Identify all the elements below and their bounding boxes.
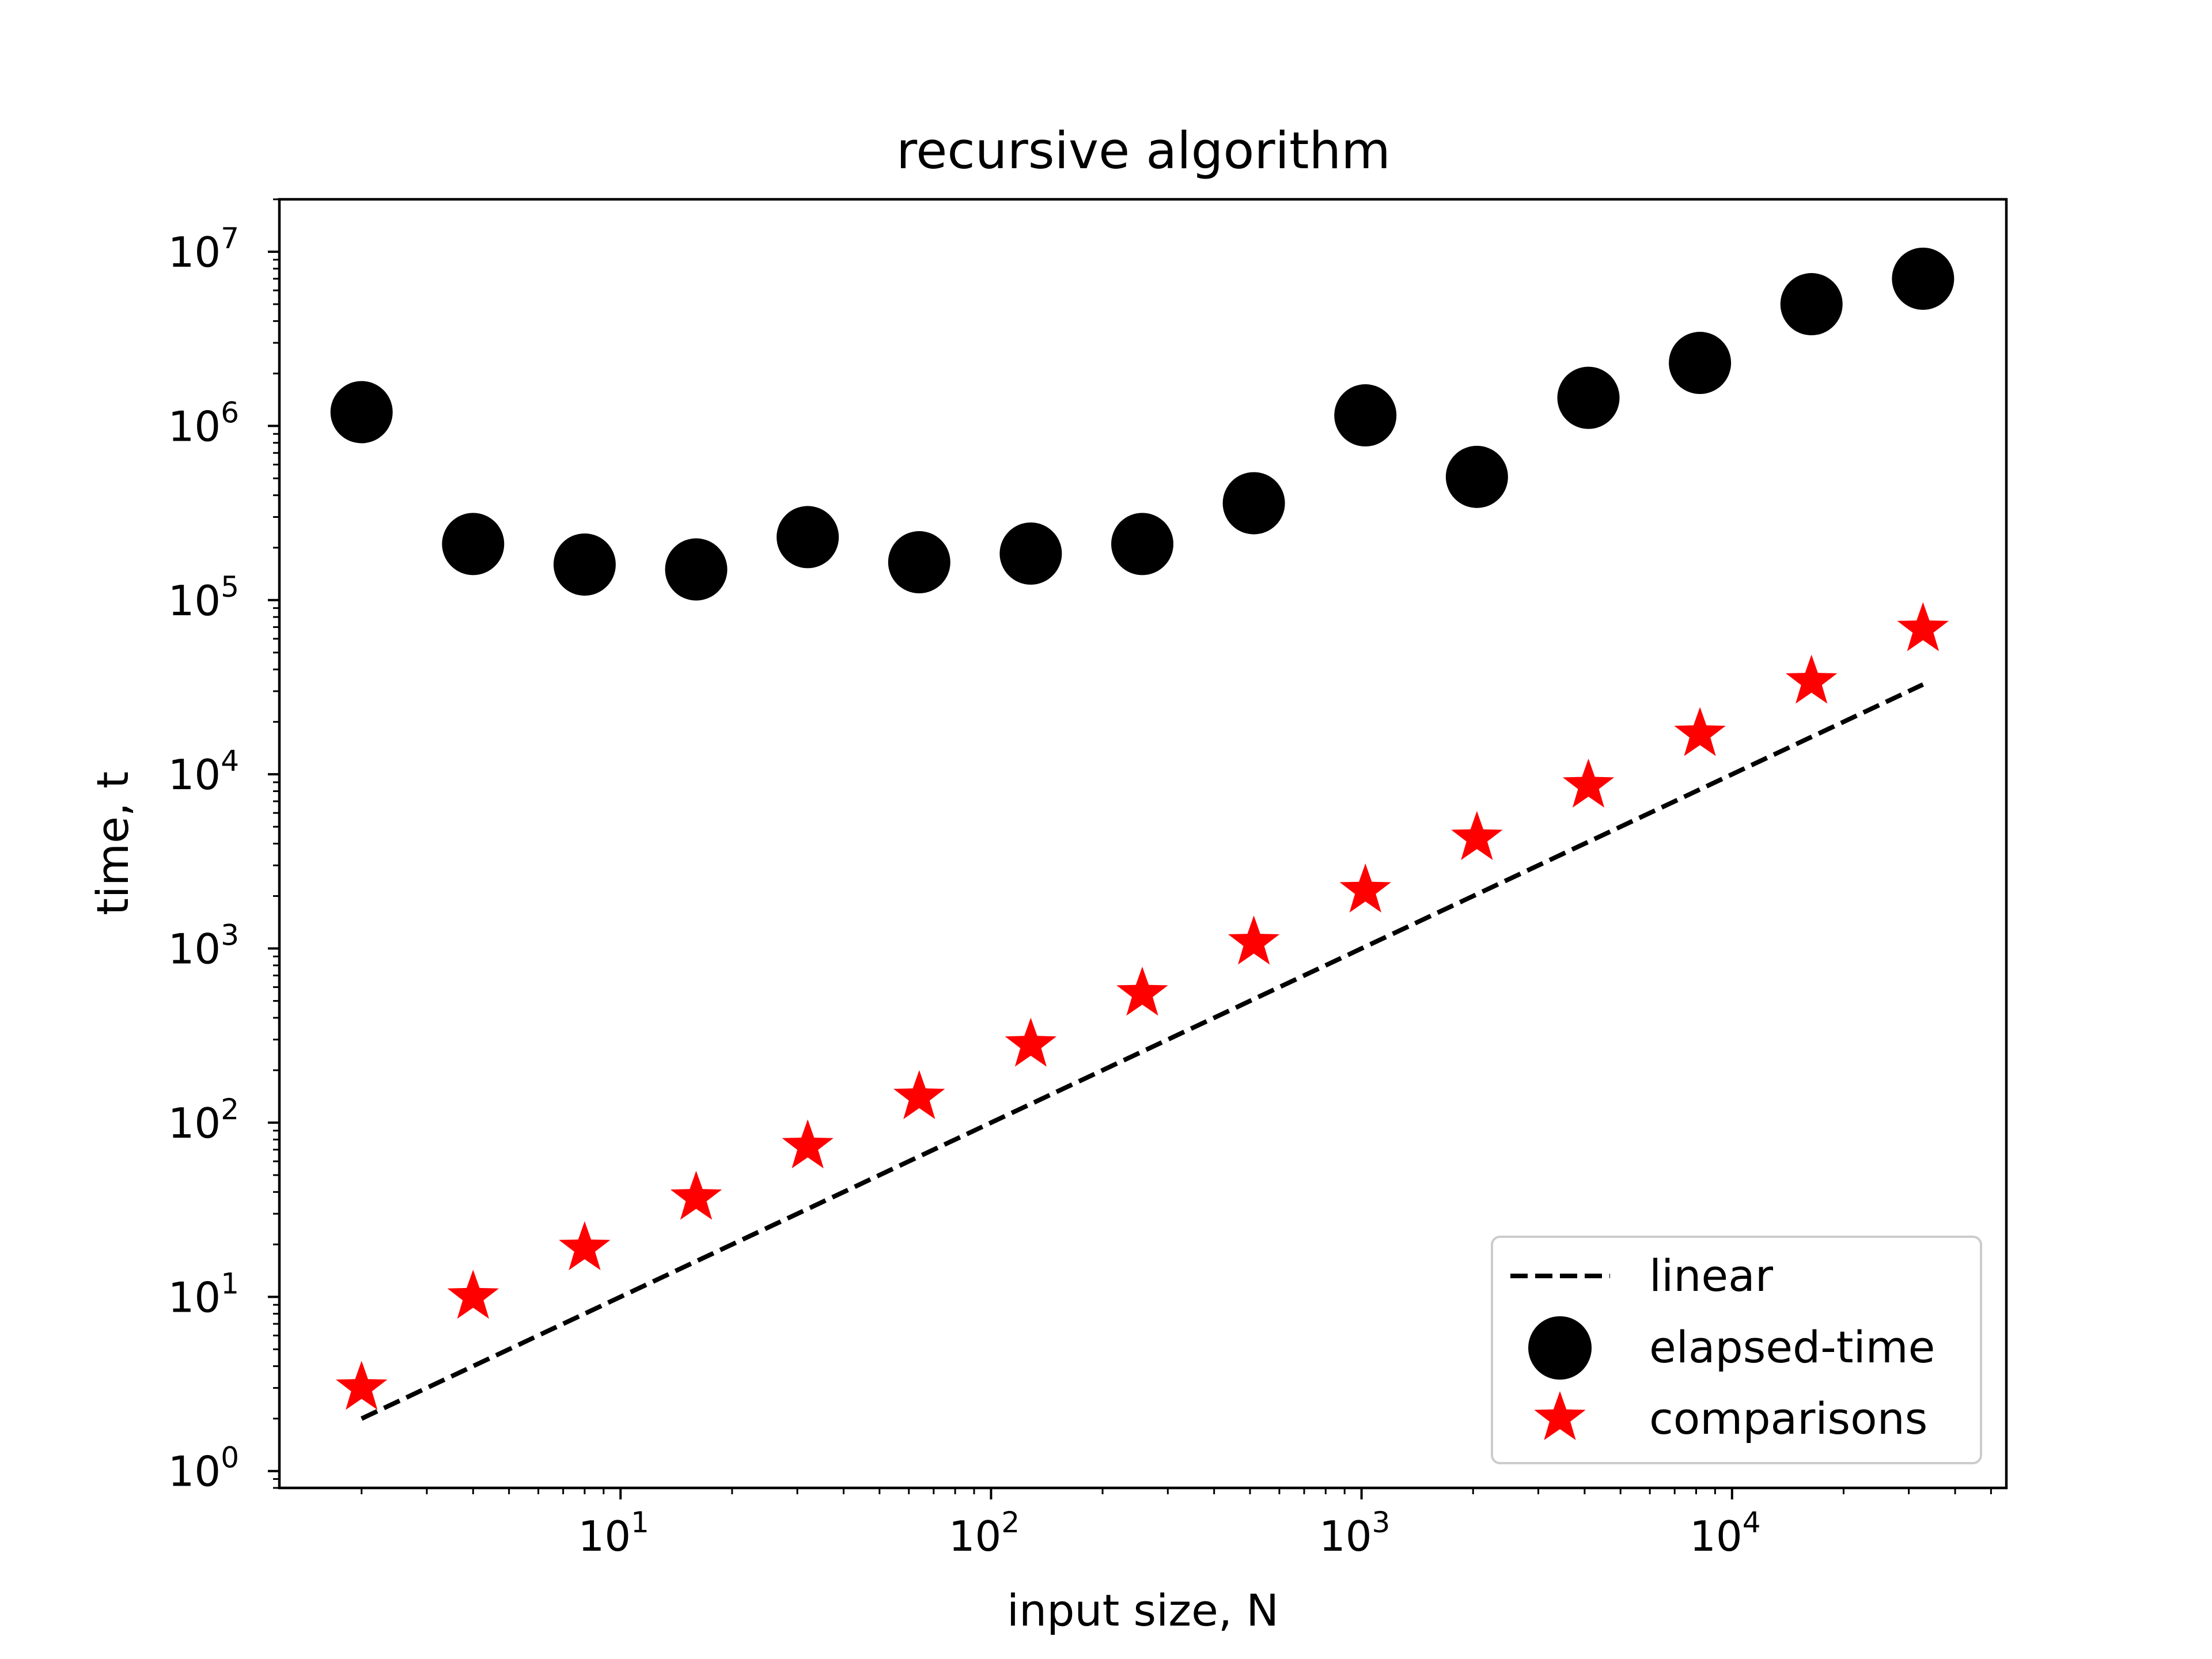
y-tick-base: 10 bbox=[168, 751, 221, 799]
legend: linear elapsed-time comparisons bbox=[1491, 1236, 1982, 1464]
y-tick-label: 106 bbox=[168, 396, 239, 450]
legend-elapsed-time-label: elapsed-time bbox=[1649, 1321, 1935, 1373]
x-tick-label: 103 bbox=[1319, 1506, 1390, 1560]
y-tick-exponent: 3 bbox=[221, 919, 239, 952]
y-tick-exponent: 1 bbox=[221, 1267, 239, 1300]
comparisons-point bbox=[1005, 1017, 1057, 1067]
comparisons-point bbox=[1786, 654, 1838, 704]
elapsed-time-point bbox=[665, 538, 728, 601]
elapsed-time-point bbox=[1892, 247, 1955, 310]
x-tick-base: 10 bbox=[949, 1512, 1002, 1560]
series-linear bbox=[360, 682, 1925, 1421]
comparisons-point bbox=[1116, 967, 1168, 1016]
y-tick-exponent: 0 bbox=[221, 1441, 239, 1475]
legend-box bbox=[1491, 1236, 1982, 1464]
legend-elapsed-time-swatch bbox=[1528, 1316, 1592, 1380]
comparisons-point bbox=[1228, 915, 1280, 965]
legend-linear-label: linear bbox=[1649, 1250, 1774, 1301]
elapsed-time-point bbox=[1557, 366, 1620, 429]
x-tick-exponent: 2 bbox=[1001, 1506, 1020, 1539]
x-tick-label: 101 bbox=[578, 1506, 649, 1560]
elapsed-time-point bbox=[999, 522, 1062, 585]
x-tick-exponent: 3 bbox=[1372, 1506, 1391, 1539]
y-tick-base: 10 bbox=[168, 577, 221, 625]
elapsed-time-point bbox=[888, 531, 950, 594]
elapsed-time-point bbox=[1111, 513, 1174, 575]
y-tick-base: 10 bbox=[168, 1448, 221, 1496]
y-tick-exponent: 7 bbox=[221, 222, 239, 255]
y-tick-base: 10 bbox=[168, 1273, 221, 1321]
elapsed-time-point bbox=[1780, 273, 1843, 336]
comparisons-point bbox=[1339, 863, 1391, 913]
y-tick-base: 10 bbox=[168, 925, 221, 974]
x-axis: 101 102 103 104 bbox=[361, 1488, 1992, 1560]
comparisons-point bbox=[1562, 759, 1615, 808]
y-tick-base: 10 bbox=[168, 402, 221, 450]
elapsed-time-point bbox=[1669, 332, 1732, 395]
series-elapsed-time bbox=[330, 247, 1955, 601]
x-axis-label: input size, N bbox=[1007, 1585, 1279, 1636]
y-tick-label: 101 bbox=[168, 1267, 239, 1321]
y-tick-base: 10 bbox=[168, 1099, 221, 1147]
y-tick-label: 102 bbox=[168, 1093, 239, 1147]
comparisons-point bbox=[1451, 811, 1503, 860]
y-tick-label: 105 bbox=[168, 570, 239, 625]
y-tick-base: 10 bbox=[168, 228, 221, 276]
y-tick-exponent: 5 bbox=[221, 570, 239, 604]
comparisons-point bbox=[1674, 707, 1726, 756]
elapsed-time-point bbox=[442, 513, 505, 575]
y-tick-exponent: 2 bbox=[221, 1093, 239, 1126]
x-tick-base: 10 bbox=[578, 1512, 631, 1560]
comparisons-point bbox=[447, 1270, 499, 1319]
elapsed-time-point bbox=[1334, 384, 1397, 447]
y-tick-label: 103 bbox=[168, 919, 239, 974]
elapsed-time-point bbox=[777, 506, 839, 569]
y-tick-exponent: 6 bbox=[221, 396, 239, 429]
x-tick-base: 10 bbox=[1690, 1512, 1743, 1560]
x-tick-exponent: 4 bbox=[1743, 1506, 1761, 1539]
x-tick-exponent: 1 bbox=[631, 1506, 649, 1539]
comparisons-point bbox=[336, 1361, 388, 1410]
comparisons-point bbox=[1897, 602, 1949, 652]
y-tick-label: 107 bbox=[168, 222, 239, 276]
comparisons-point bbox=[893, 1070, 945, 1119]
y-tick-exponent: 4 bbox=[221, 744, 239, 778]
linear-line bbox=[360, 682, 1925, 1421]
comparisons-point bbox=[559, 1221, 611, 1270]
y-tick-label: 100 bbox=[168, 1441, 239, 1496]
elapsed-time-point bbox=[1445, 445, 1508, 508]
y-axis-label: time, t bbox=[87, 771, 138, 915]
series-comparisons bbox=[336, 602, 1949, 1410]
elapsed-time-point bbox=[330, 381, 393, 444]
x-tick-base: 10 bbox=[1319, 1512, 1372, 1560]
elapsed-time-point bbox=[553, 533, 616, 596]
legend-comparisons-label: comparisons bbox=[1649, 1393, 1927, 1444]
x-tick-label: 104 bbox=[1690, 1506, 1760, 1560]
chart-title: recursive algorithm bbox=[896, 121, 1391, 180]
comparisons-point bbox=[782, 1119, 834, 1169]
y-tick-label: 104 bbox=[168, 744, 239, 799]
elapsed-time-point bbox=[1222, 472, 1285, 535]
plot-area bbox=[330, 247, 1955, 1421]
comparisons-point bbox=[670, 1171, 722, 1220]
legend-comparisons-swatch bbox=[1534, 1391, 1586, 1440]
x-tick-label: 102 bbox=[949, 1506, 1020, 1560]
